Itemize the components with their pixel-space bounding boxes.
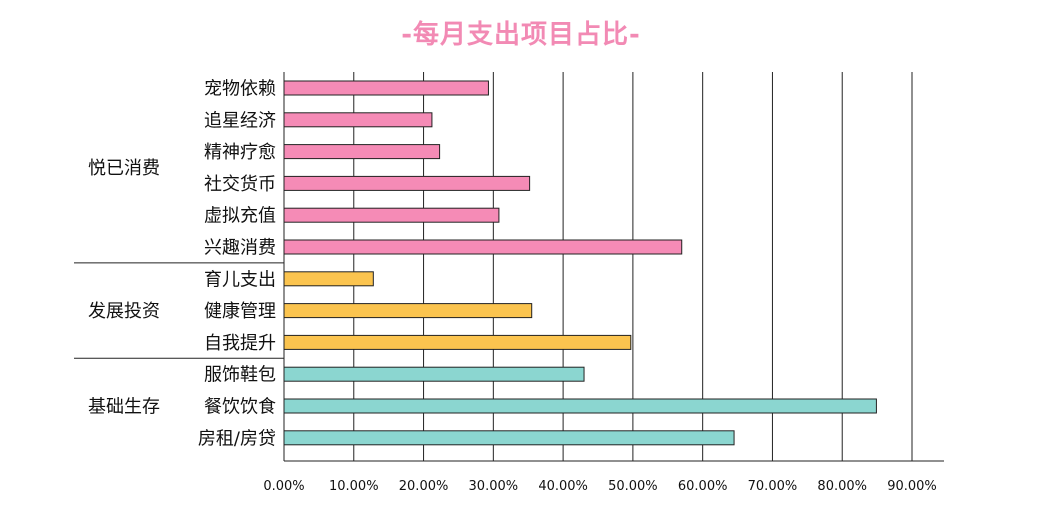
x-tick-label: 20.00% (399, 479, 449, 494)
bar (283, 334, 632, 350)
category-label: 育儿支出 (204, 269, 276, 290)
category-label: 兴趣消费 (204, 238, 276, 259)
bar (283, 398, 877, 414)
category-label: 虚拟充值 (204, 206, 276, 227)
bar (283, 175, 531, 191)
group-label: 悦已消费 (88, 158, 160, 179)
chart-title: -每月支出项目占比- (401, 20, 641, 50)
category-label: 宠物依赖 (204, 79, 276, 100)
bar (283, 207, 500, 223)
category-label: 自我提升 (204, 333, 276, 354)
x-tick-label: 40.00% (538, 479, 588, 494)
x-tick-label: 50.00% (608, 479, 658, 494)
bar (283, 144, 441, 160)
bar (283, 80, 489, 96)
x-tick-label: 70.00% (748, 479, 798, 494)
category-label: 社交货币 (204, 174, 276, 195)
category-label: 健康管理 (204, 301, 276, 322)
x-tick-label: 80.00% (817, 479, 867, 494)
category-label: 追星经济 (204, 110, 276, 131)
bar (283, 303, 533, 319)
category-label: 餐饮饮食 (204, 397, 276, 418)
category-label: 服饰鞋包 (204, 365, 276, 386)
x-tick-label: 10.00% (329, 479, 379, 494)
bar (283, 366, 585, 382)
bar (283, 239, 683, 255)
category-label: 精神疗愈 (204, 142, 276, 163)
group-label: 发展投资 (88, 301, 160, 322)
x-tick-label: 30.00% (469, 479, 519, 494)
x-tick-label: 0.00% (263, 479, 304, 494)
bar (283, 271, 374, 287)
x-tick-label: 90.00% (887, 479, 937, 494)
category-label: 房租/房贷 (198, 428, 276, 449)
x-tick-label: 60.00% (678, 479, 728, 494)
bar (283, 112, 433, 128)
bar (283, 430, 735, 446)
group-label: 基础生存 (88, 397, 160, 418)
